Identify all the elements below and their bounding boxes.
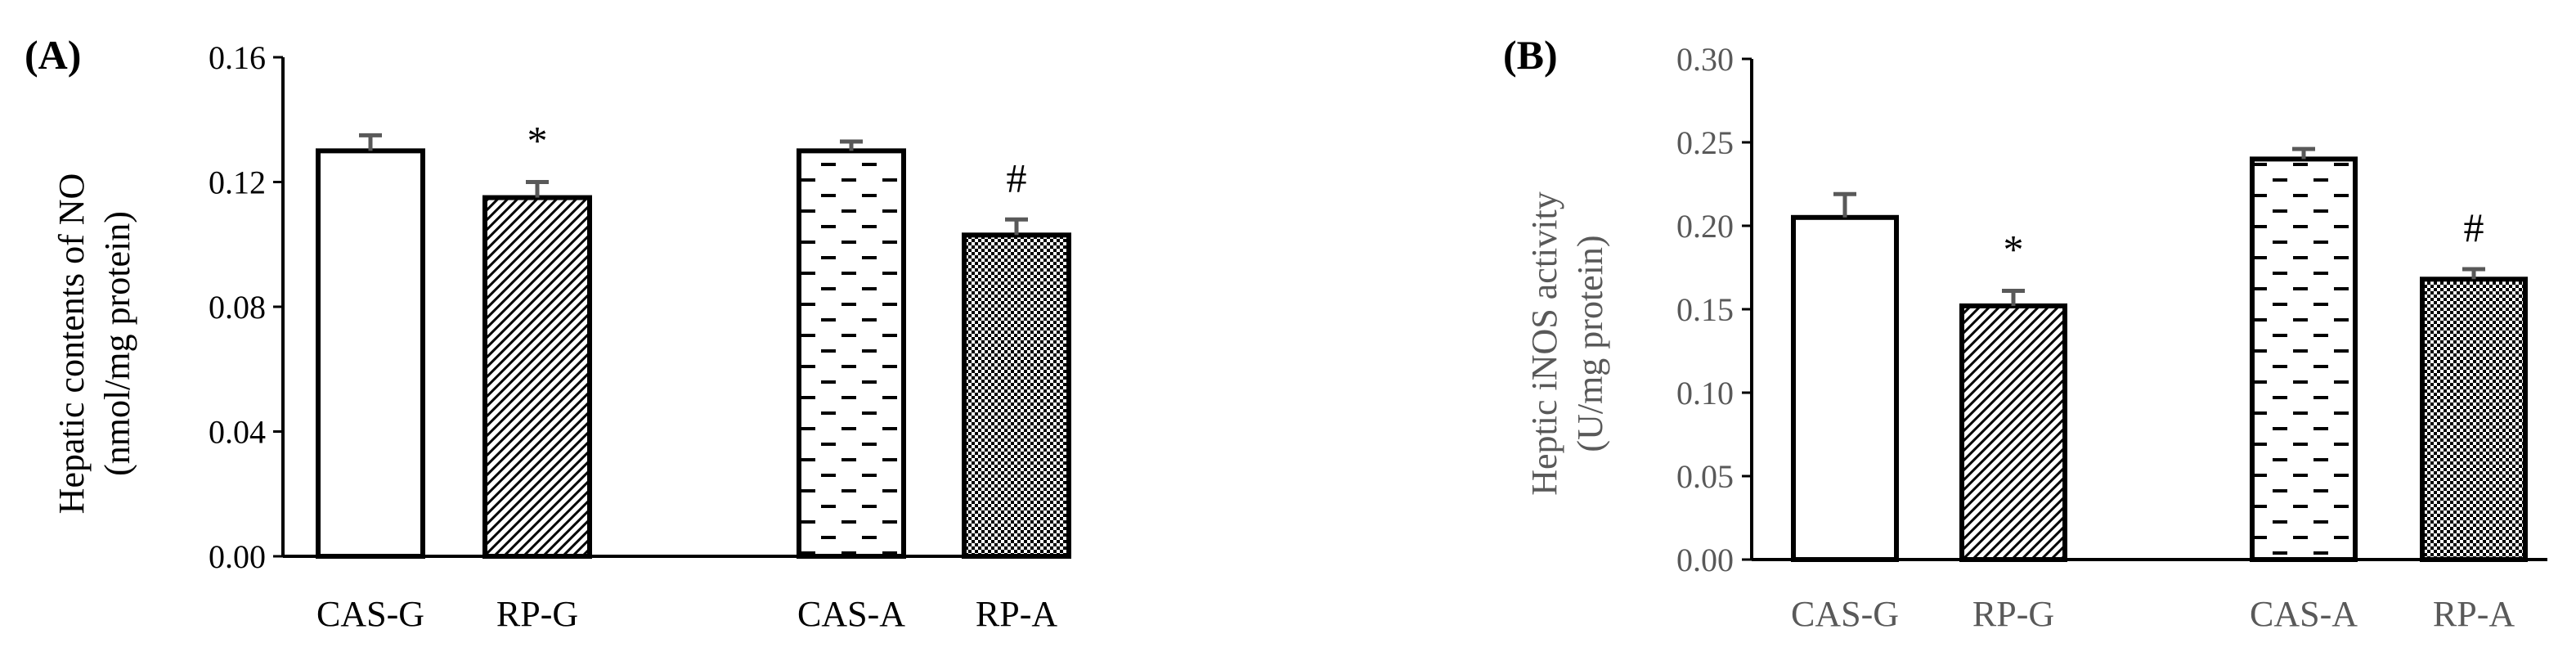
panel-a-plot: 0.00 0.04 0.08 0.12 0.16 CAS-G * RP-G CAS-A # RP-A xyxy=(209,39,1071,634)
panel-b-category-label: CAS-G xyxy=(1791,594,1899,634)
panel-b-ylabel: Heptic iNOS activity (U/mg protein) xyxy=(1524,191,1610,496)
panel-b-y-tick-label: 0.00 xyxy=(1676,542,1734,578)
panel-a-y-tick-label: 0.12 xyxy=(209,164,266,201)
panel-b-plot: 0.00 0.05 0.10 0.15 0.20 0.25 0.30 CAS-G * RP-G CA… xyxy=(1676,41,2547,634)
panel-a-bar xyxy=(797,148,906,559)
panel-b-bar xyxy=(2420,277,2528,562)
panel-a-y-tick-label: 0.16 xyxy=(209,39,266,76)
panel-b-ylabel-line1: Heptic iNOS activity xyxy=(1524,191,1564,496)
panel-b-y-tick-label: 0.30 xyxy=(1676,41,1734,78)
panel-a-bar xyxy=(482,195,592,559)
panel-a-ylabel: Hepatic contents of NO (nmol/mg protein) xyxy=(52,173,137,515)
panel-a-y-tick-label: 0.00 xyxy=(209,538,266,575)
panel-a-significance-mark: # xyxy=(1007,155,1027,200)
panel-a-category-label: CAS-A xyxy=(797,594,905,634)
panel-b-category-label: RP-A xyxy=(2433,594,2515,634)
panel-a-category-label: CAS-G xyxy=(316,594,424,634)
panel-b-y-tick-label: 0.10 xyxy=(1676,375,1734,411)
panel-a-ylabel-line2: (nmol/mg protein) xyxy=(97,211,137,476)
panel-b: (B) Heptic iNOS activity (U/mg protein) … xyxy=(1503,32,2547,634)
panel-b-y-tick-label: 0.05 xyxy=(1676,458,1734,495)
panel-a-y-tick-label: 0.08 xyxy=(209,289,266,326)
panel-a-label: (A) xyxy=(25,32,81,78)
panel-b-label: (B) xyxy=(1503,32,1558,78)
panel-a-significance-mark: * xyxy=(527,118,548,164)
panel-b-ylabel-line2: (U/mg protein) xyxy=(1570,235,1610,452)
panel-b-category-label: CAS-A xyxy=(2250,594,2358,634)
panel-b-bar xyxy=(2250,156,2358,562)
panel-b-significance-mark: * xyxy=(2004,227,2024,272)
panel-b-y-tick-label: 0.20 xyxy=(1676,208,1734,245)
panel-b-category-label: RP-G xyxy=(1972,594,2054,634)
panel-b-y-tick-label: 0.25 xyxy=(1676,124,1734,161)
panel-a-category-label: RP-G xyxy=(496,594,578,634)
panel-a-bar xyxy=(962,232,1071,559)
panel-b-bar xyxy=(1791,214,1899,562)
panel-a: (A) Hepatic contents of NO (nmol/mg prot… xyxy=(25,32,1071,634)
panel-b-y-tick-label: 0.15 xyxy=(1676,291,1734,328)
panel-b-bar xyxy=(1959,303,2067,562)
panel-a-ylabel-line1: Hepatic contents of NO xyxy=(52,173,92,515)
panel-b-significance-mark: # xyxy=(2464,205,2484,250)
panel-a-y-tick-label: 0.04 xyxy=(209,414,266,451)
panel-a-category-label: RP-A xyxy=(976,594,1057,634)
panel-a-bar xyxy=(316,148,425,559)
